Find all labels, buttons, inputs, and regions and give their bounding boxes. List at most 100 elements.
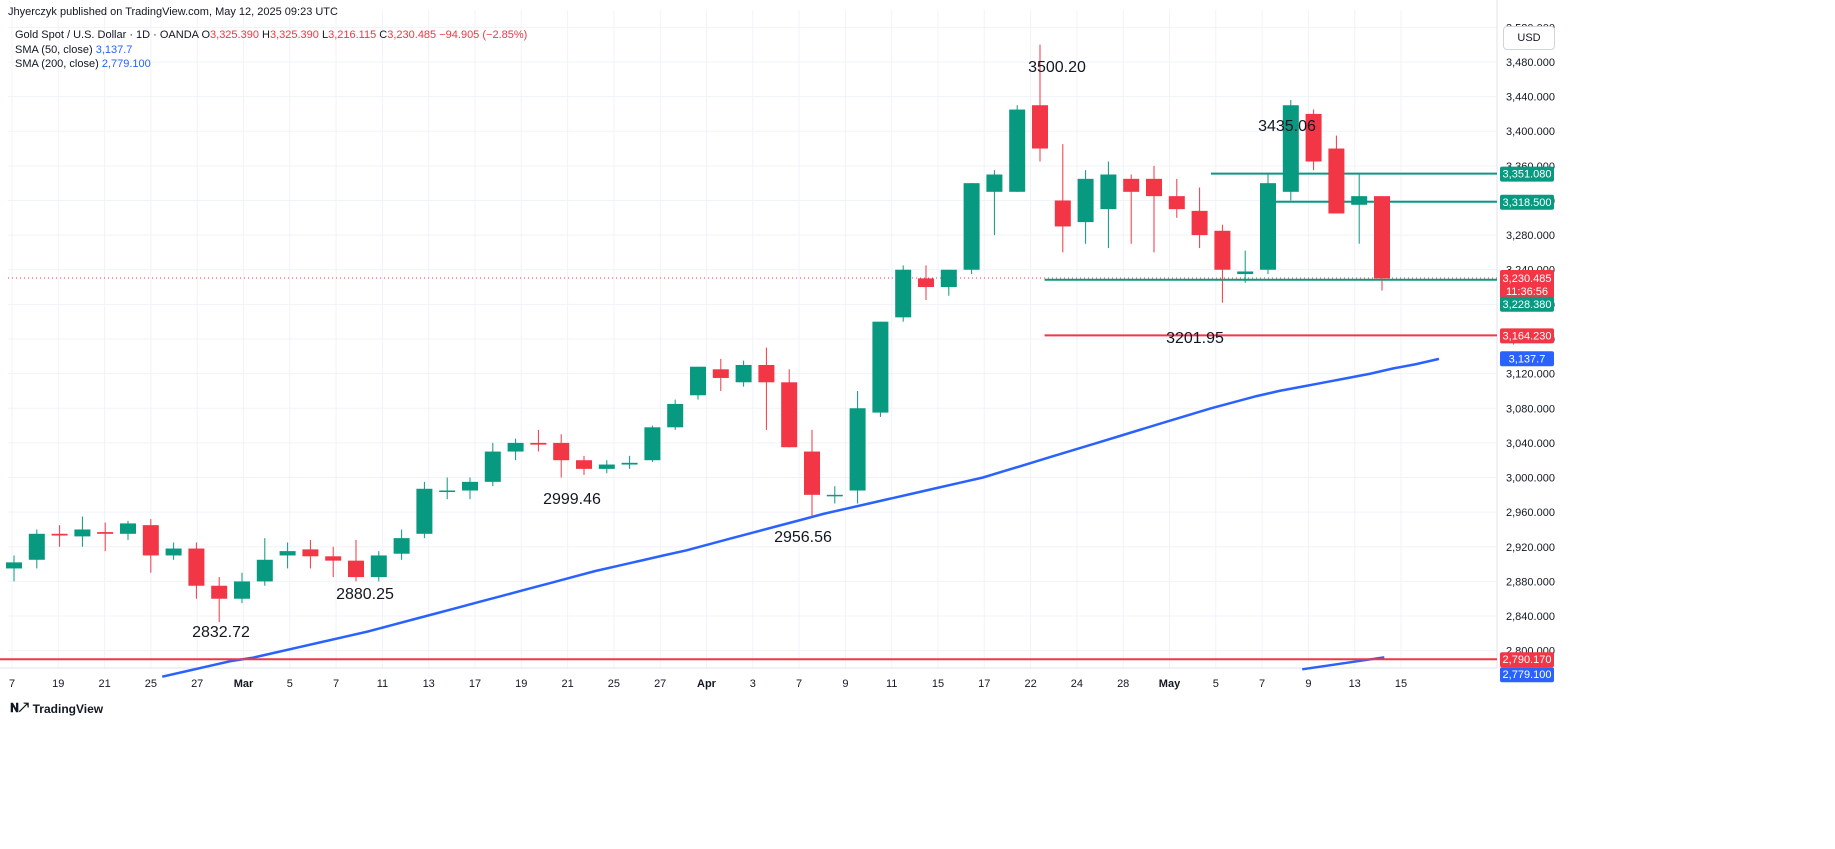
x-tick-label: 19 [52,678,64,690]
y-tick-label: 3,440.000 [1506,92,1555,104]
support-2-axis-label: 3,164.230 [1503,330,1552,342]
candle-body [120,523,136,534]
resistance-1-axis-box [1500,166,1554,182]
x-tick-label: 5 [1213,678,1219,690]
candle-body [940,269,957,288]
symbol-name[interactable]: Gold Spot / U.S. Dollar · 1D · OANDA [15,29,199,41]
y-tick-label: 3,000.000 [1506,473,1555,485]
close-value: 3,230.485 [387,29,437,41]
candle-body [872,321,889,413]
candle-body [439,490,456,493]
price-chart[interactable]: 2,800.0002,840.0002,880.0002,920.0002,96… [0,0,1568,719]
candle-body [781,382,798,448]
low-label: L [321,29,329,41]
countdown-label: 11:36:56 [1506,286,1548,298]
long-support-axis-box [1500,652,1554,668]
y-tick-label: 2,880.000 [1506,576,1555,588]
candle-body [51,533,68,536]
candle-body [462,481,478,491]
candle-body [1100,174,1117,210]
candle-body [690,366,706,396]
tradingview-logo-icon: 𝐍↗ [10,701,29,715]
change-value: −94.905 (−2.85%) [439,29,528,41]
candle-body [576,460,592,469]
y-tick-label: 2,920.000 [1506,542,1555,554]
y-tick-label: 3,400.000 [1506,126,1555,138]
sma200-legend[interactable]: SMA (200, close) 2,779.100 [15,58,151,70]
candle-body [1305,113,1322,162]
price-annotation: 3500.20 [1028,59,1086,76]
sma50-axis-label: 3,137.7 [1509,353,1546,365]
x-tick-label: 27 [654,678,666,690]
low-value: 3,216.115 [328,29,377,41]
x-tick-label: 3 [750,678,756,690]
x-tick-label: 13 [1349,678,1361,690]
y-tick-label: 3,480.000 [1506,57,1555,69]
candle-body [667,403,684,428]
x-tick-label: 7 [9,678,15,690]
candle-body [1282,105,1299,192]
x-tick-label: 15 [932,678,944,690]
candle-body [553,442,570,461]
sma50-legend[interactable]: SMA (50, close) 3,137.7 [15,44,132,56]
x-tick-label: 15 [1395,678,1407,690]
candle-body [963,183,980,270]
x-tick-label: 9 [842,678,848,690]
brand-name: TradingView [32,701,104,716]
candle-body [598,464,615,469]
candle-body [1009,109,1026,192]
candle-body [1191,210,1208,236]
candle-body [644,427,661,461]
x-tick-label: 7 [796,678,802,690]
candle-body [804,451,820,495]
x-tick-label: 28 [1117,678,1129,690]
x-tick-label: Mar [234,678,254,690]
last-price-axis-label: 3,230.485 [1503,273,1552,285]
candle-body [416,488,433,534]
open-value: 3,325.390 [210,29,259,41]
price-annotation: 3435.06 [1258,118,1316,135]
candle-body [826,494,843,497]
candle-body [6,562,22,569]
price-annotation: 2956.56 [774,529,832,546]
candle-body [735,364,752,383]
high-value: 3,325.390 [269,29,319,41]
resistance-1-axis-label: 3,351.080 [1503,169,1552,181]
candle-body [211,585,228,599]
x-tick-label: 9 [1305,678,1311,690]
candle-body [712,369,729,378]
candle-body [1146,178,1162,197]
x-tick-label: 25 [145,678,157,690]
x-tick-label: 19 [515,678,527,690]
candle-body [97,532,114,534]
publisher-line: Jhyerczyk published on TradingView.com, … [8,6,338,18]
sma200-label: SMA (200, close) [15,58,99,70]
support-2-axis-box [1500,328,1554,344]
candle-body [918,278,934,288]
candle-body [234,581,250,599]
tradingview-footer[interactable]: 𝐍↗ TradingView [10,701,103,716]
candle-body [849,408,866,491]
high-label: H [262,29,270,41]
y-tick-label: 2,960.000 [1506,507,1555,519]
x-tick-label: 11 [886,678,897,690]
candle-body [507,442,524,452]
y-tick-label: 3,280.000 [1506,230,1555,242]
x-tick-label: Apr [697,678,717,690]
x-tick-label: 7 [333,678,339,690]
currency-button[interactable]: USD [1503,26,1555,50]
sma50-axis-box [1500,351,1554,367]
x-tick-label: 13 [423,678,435,690]
candle-body [484,451,501,482]
candle-body [1123,178,1140,192]
last-price-axis-box [1500,269,1554,299]
support-1-axis-box [1500,296,1554,312]
candle-body [348,560,364,578]
candle-body [1328,148,1345,214]
y-tick-label: 3,120.000 [1506,369,1555,381]
candle-body [621,462,638,465]
y-tick-label: 3,040.000 [1506,438,1555,450]
candle-body [256,559,273,582]
candle-body [1032,105,1048,149]
y-tick-label: 2,840.000 [1506,611,1555,623]
